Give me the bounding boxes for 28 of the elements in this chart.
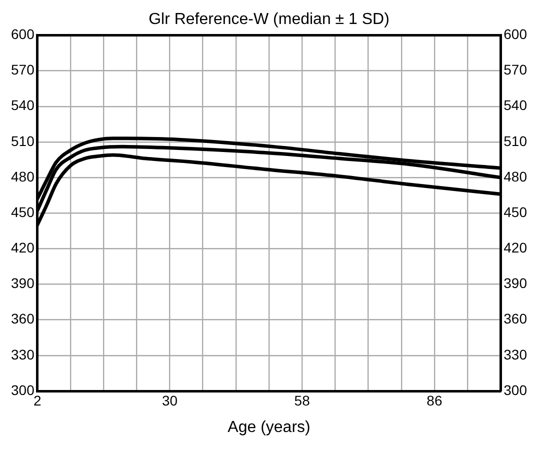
y2-tick-label: 510 — [504, 132, 528, 149]
y2-tick-label: 300 — [504, 382, 528, 398]
y2-tick-label: 480 — [504, 168, 528, 184]
y2-tick-label: 570 — [504, 62, 528, 78]
y-tick-label: 510 — [11, 132, 35, 149]
y-tick-label: 450 — [11, 204, 35, 220]
x-tick-label: 30 — [162, 392, 178, 408]
y2-tick-label: 600 — [504, 26, 528, 42]
x-axis-title: Age (years) — [228, 418, 310, 436]
y2-tick-label: 360 — [504, 310, 528, 327]
y-tick-label: 540 — [11, 97, 35, 114]
y-tick-label: 330 — [11, 346, 35, 362]
y-tick-label: 420 — [11, 240, 35, 256]
y-tick-label: 360 — [11, 310, 35, 327]
y-tick-label: 600 — [11, 26, 35, 42]
x-tick-label: 58 — [294, 392, 310, 408]
x-tick-label: 86 — [426, 392, 442, 408]
y-tick-label: 390 — [11, 275, 35, 292]
chart-title: Glr Reference-W (median ± 1 SD) — [148, 11, 390, 28]
y2-tick-label: 540 — [504, 97, 528, 114]
y2-tick-label: 330 — [504, 346, 528, 362]
x-tick-label: 2 — [33, 392, 42, 408]
y2-tick-label: 420 — [504, 240, 528, 256]
y-tick-label: 300 — [11, 382, 35, 398]
y-tick-label: 570 — [11, 62, 35, 78]
y2-tick-label: 450 — [504, 204, 528, 220]
y2-tick-label: 390 — [504, 275, 528, 292]
y-tick-label: 480 — [11, 168, 35, 184]
